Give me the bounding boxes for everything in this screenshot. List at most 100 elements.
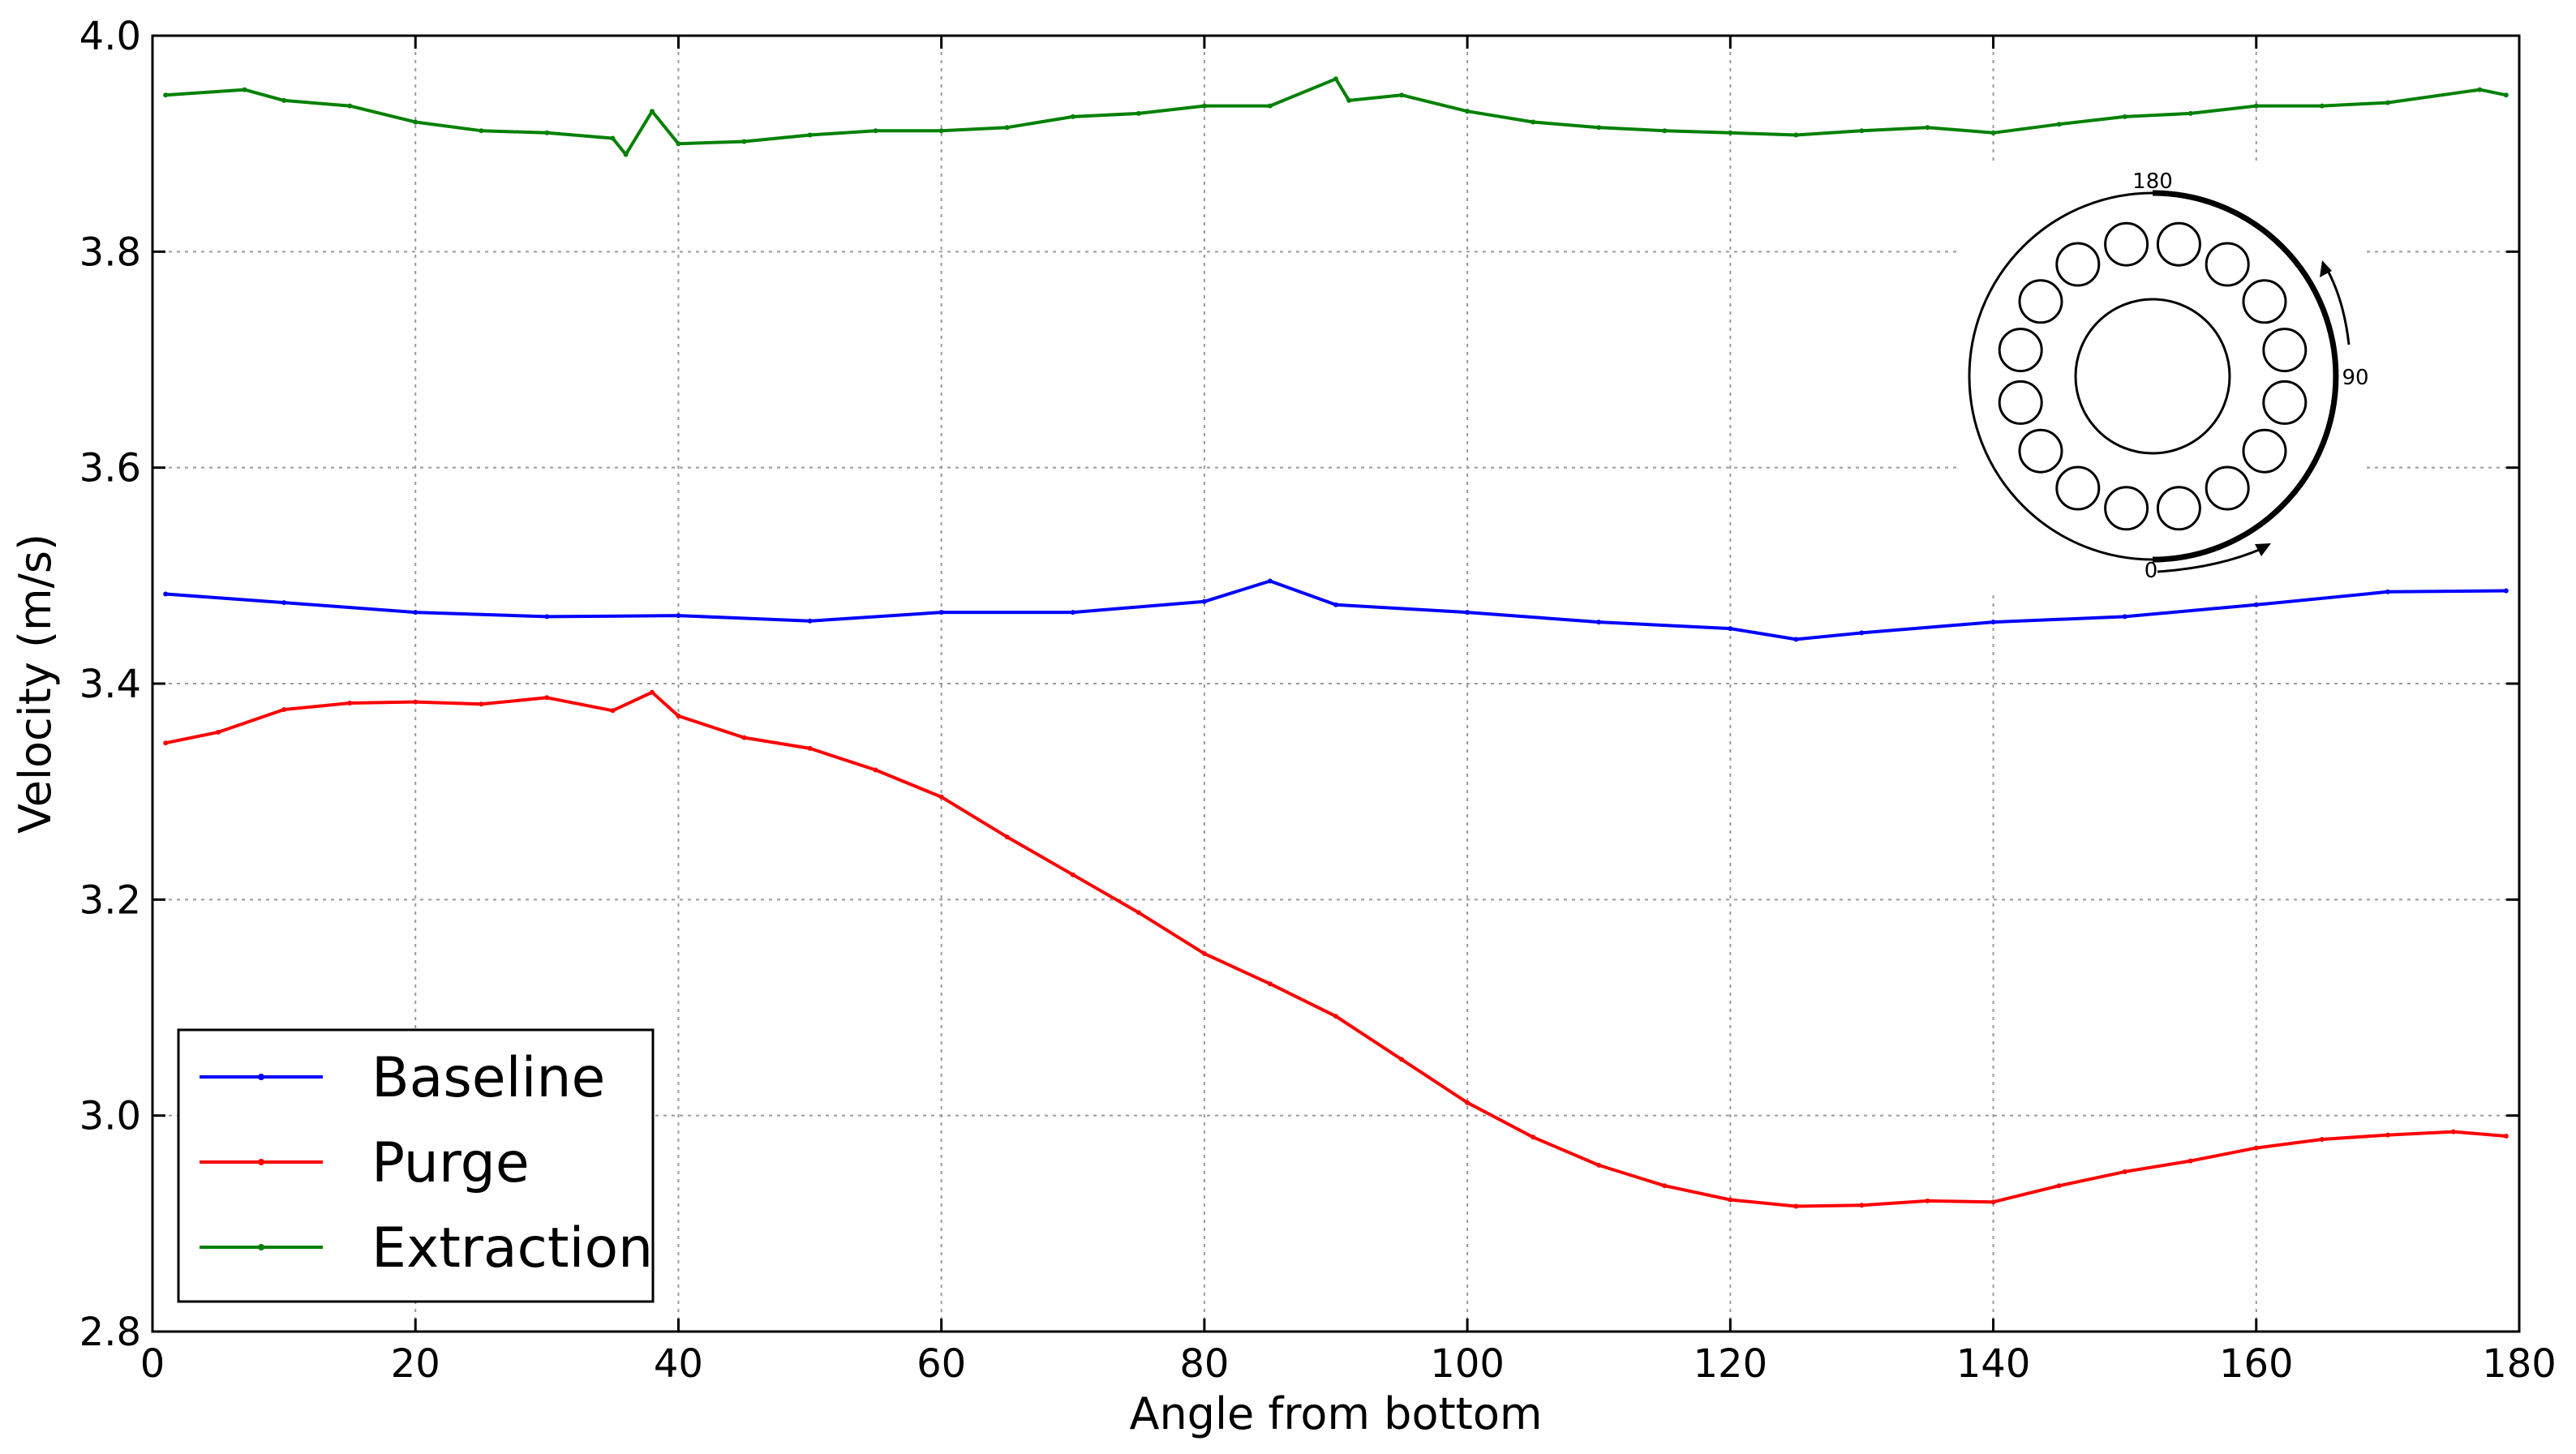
inset-tube bbox=[1998, 380, 2043, 425]
data-point-baseline bbox=[1728, 626, 1733, 632]
data-point-extraction bbox=[1070, 114, 1075, 119]
data-point-purge bbox=[741, 735, 747, 740]
inset-tube bbox=[2104, 221, 2149, 267]
series-line-purge bbox=[165, 690, 2506, 1208]
inset-tube bbox=[2055, 465, 2101, 511]
legend-box bbox=[177, 1028, 655, 1303]
data-point-baseline bbox=[2253, 602, 2259, 607]
data-point-baseline bbox=[1465, 610, 1470, 615]
data-point-extraction bbox=[242, 87, 247, 92]
data-point-purge bbox=[1925, 1198, 1930, 1203]
y-tick-label: 2.8 bbox=[79, 1310, 141, 1355]
inset-arrowhead-right bbox=[2320, 260, 2332, 277]
inset-tube bbox=[2242, 428, 2287, 474]
x-tick-label: 0 bbox=[140, 1341, 165, 1387]
data-point-baseline bbox=[676, 613, 681, 619]
data-point-purge bbox=[281, 707, 287, 712]
x-tick-label: 60 bbox=[917, 1341, 966, 1387]
inset-label-180: 180 bbox=[2132, 169, 2173, 194]
inset-label-0: 0 bbox=[2145, 559, 2158, 583]
inset-tube bbox=[2242, 279, 2287, 324]
data-point-purge bbox=[1399, 1057, 1405, 1062]
data-point-purge bbox=[1728, 1197, 1733, 1203]
legend-label-extraction: Extraction bbox=[371, 1216, 653, 1280]
data-point-purge bbox=[676, 713, 681, 718]
data-point-purge bbox=[1990, 1199, 1996, 1205]
data-point-extraction bbox=[676, 141, 681, 147]
data-point-purge bbox=[1662, 1183, 1668, 1189]
inset-inner-core bbox=[2074, 298, 2231, 455]
data-point-purge bbox=[479, 701, 484, 707]
data-point-purge bbox=[1267, 981, 1273, 987]
legend-item-baseline: Baseline bbox=[200, 1046, 605, 1110]
data-point-purge bbox=[2122, 1169, 2127, 1174]
data-point-extraction bbox=[741, 139, 747, 144]
data-point-baseline bbox=[1333, 602, 1338, 607]
data-point-purge bbox=[610, 708, 616, 714]
data-point-extraction bbox=[544, 130, 550, 135]
data-point-extraction bbox=[1531, 119, 1536, 125]
inset-tube bbox=[2205, 242, 2250, 287]
data-point-baseline bbox=[807, 618, 813, 624]
legend: Baseline Purge Extraction bbox=[177, 1028, 655, 1303]
inset-label-90: 90 bbox=[2342, 366, 2368, 390]
legend-label-baseline: Baseline bbox=[371, 1046, 605, 1110]
data-point-extraction bbox=[1465, 109, 1470, 114]
data-point-baseline bbox=[1201, 598, 1207, 604]
inset-tube bbox=[2156, 221, 2201, 267]
inset-tube-ring bbox=[1998, 221, 2308, 531]
series-baseline bbox=[163, 578, 2509, 642]
data-point-purge bbox=[2385, 1132, 2390, 1138]
data-point-extraction bbox=[2122, 114, 2127, 119]
x-tick-label: 80 bbox=[1179, 1341, 1229, 1387]
inset-tube bbox=[2104, 486, 2149, 531]
data-point-purge bbox=[1793, 1203, 1799, 1209]
data-point-extraction bbox=[1333, 76, 1338, 82]
inset-tube bbox=[2018, 279, 2063, 324]
data-point-purge bbox=[1465, 1100, 1470, 1105]
data-point-purge bbox=[1333, 1014, 1338, 1019]
data-point-baseline bbox=[544, 614, 550, 620]
data-point-extraction bbox=[281, 97, 287, 103]
data-point-extraction bbox=[347, 103, 353, 109]
series-purge bbox=[163, 689, 2509, 1209]
data-point-purge bbox=[2319, 1137, 2325, 1142]
data-point-extraction bbox=[1346, 97, 1352, 103]
data-point-purge bbox=[2253, 1145, 2259, 1151]
legend-marker-extraction bbox=[258, 1244, 264, 1250]
data-point-baseline bbox=[281, 600, 287, 606]
data-point-extraction bbox=[1596, 125, 1602, 131]
data-point-extraction bbox=[1004, 125, 1010, 131]
inset-diagram: 180 90 0 bbox=[1956, 162, 2369, 592]
inset-background bbox=[1956, 162, 2366, 592]
data-point-extraction bbox=[1990, 130, 1996, 135]
y-tick-label: 3.0 bbox=[79, 1094, 141, 1139]
data-point-extraction bbox=[1662, 128, 1668, 134]
x-tick-label: 100 bbox=[1430, 1341, 1505, 1387]
x-tick-label: 140 bbox=[1956, 1341, 2031, 1387]
data-point-baseline bbox=[1070, 610, 1075, 615]
data-point-extraction bbox=[413, 119, 419, 125]
inset-tube bbox=[2018, 428, 2063, 474]
data-point-purge bbox=[807, 745, 813, 751]
inset-arrow-bottom bbox=[2157, 547, 2264, 573]
data-point-extraction bbox=[1793, 132, 1799, 138]
data-point-extraction bbox=[1925, 125, 1930, 131]
data-point-extraction bbox=[479, 128, 484, 134]
inset-tube bbox=[2205, 465, 2250, 511]
inset-arrow-right bbox=[2325, 267, 2351, 345]
data-point-purge bbox=[650, 689, 655, 695]
data-point-extraction bbox=[2503, 92, 2509, 98]
x-tick-label: 160 bbox=[2219, 1341, 2294, 1387]
y-tick-label: 3.8 bbox=[79, 229, 141, 275]
data-point-purge bbox=[1596, 1162, 1602, 1168]
data-point-baseline bbox=[163, 591, 169, 597]
data-point-extraction bbox=[1267, 103, 1273, 109]
data-point-extraction bbox=[2477, 87, 2483, 92]
data-point-purge bbox=[413, 699, 419, 705]
data-point-extraction bbox=[1136, 110, 1141, 116]
data-point-purge bbox=[1859, 1203, 1865, 1208]
legend-marker-baseline bbox=[258, 1074, 264, 1080]
data-point-extraction bbox=[1859, 128, 1865, 134]
